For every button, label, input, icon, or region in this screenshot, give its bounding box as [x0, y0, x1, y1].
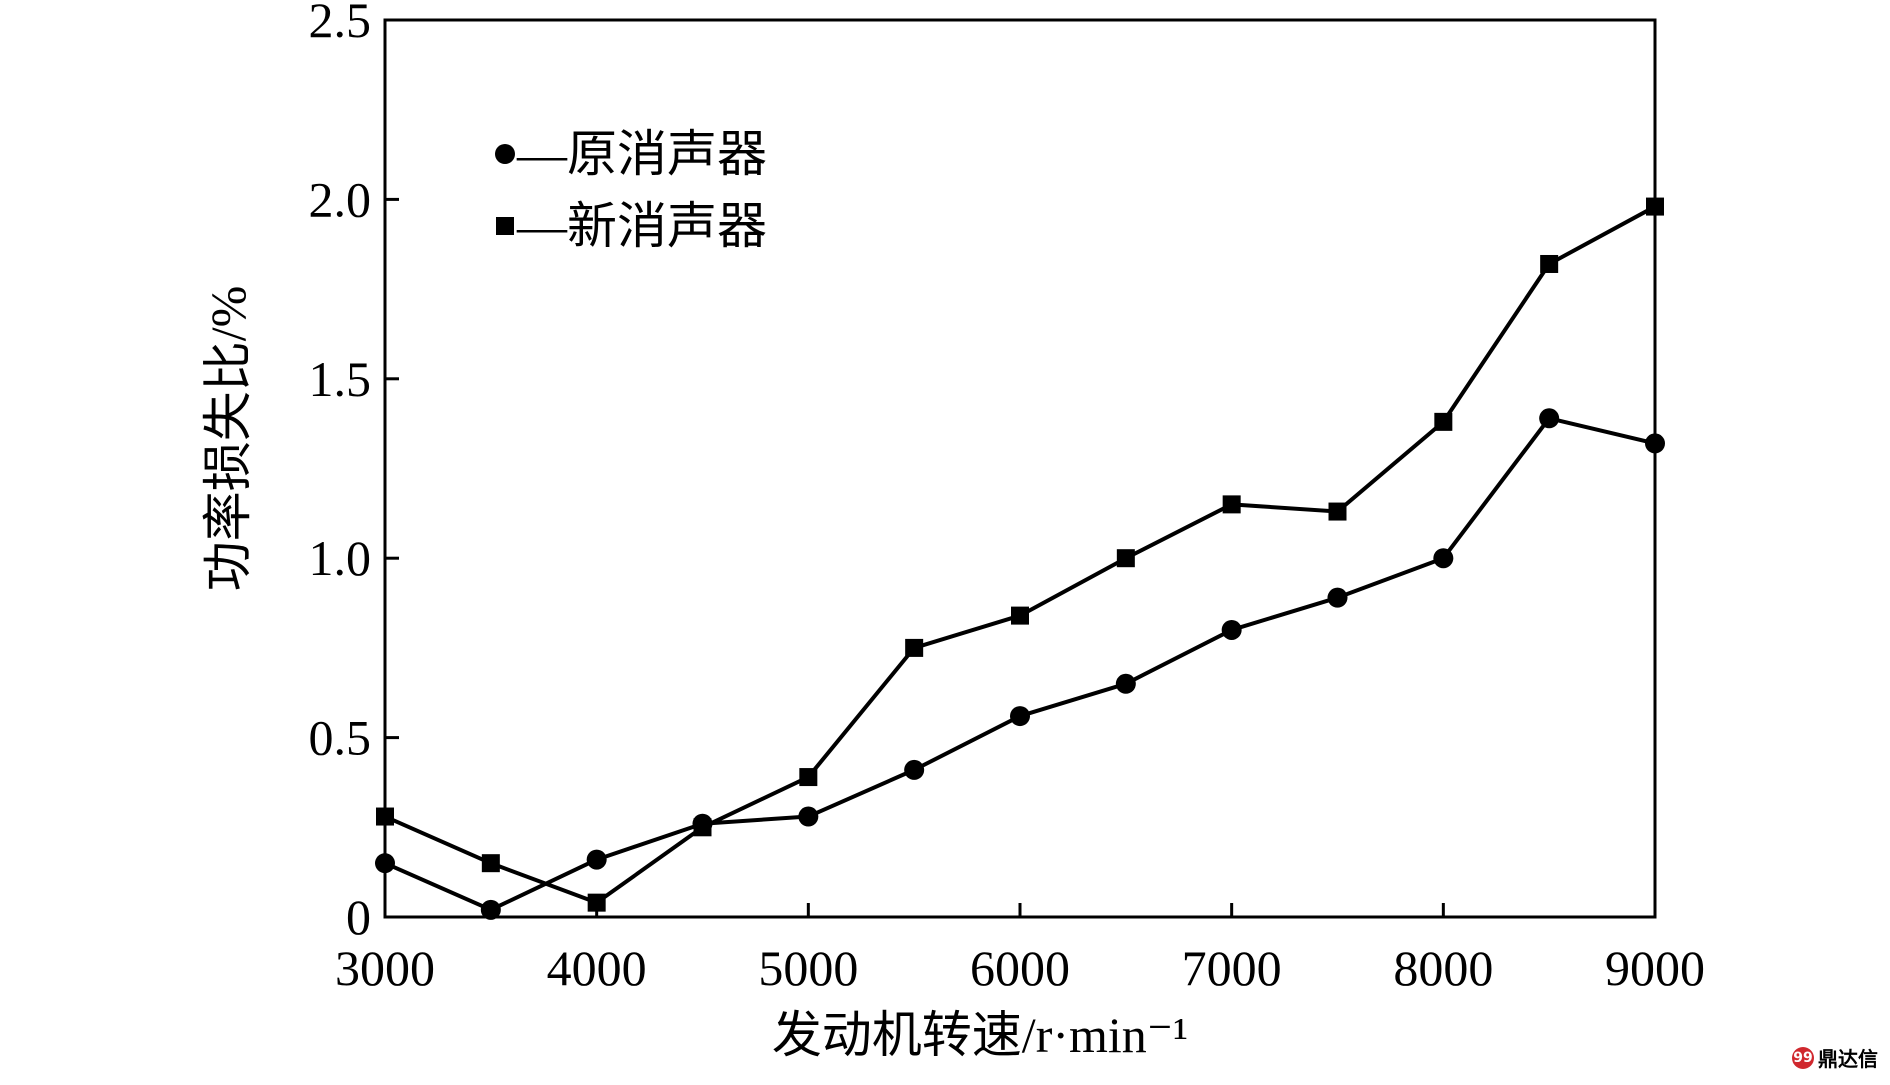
data-point-square: [1434, 412, 1453, 431]
data-point-square: [1646, 197, 1664, 216]
x-tick-label: 3000: [335, 940, 435, 996]
legend: —原消声器 —新消声器: [495, 126, 767, 254]
data-point-square: [1540, 254, 1559, 273]
legend-marker-circle: [495, 144, 515, 164]
data-point-square: [1116, 549, 1135, 568]
x-tick-label: 8000: [1393, 940, 1493, 996]
series-line-1: [384, 416, 1656, 912]
lines-layer: [384, 204, 1656, 912]
markers-layer: [375, 197, 1665, 920]
y-tick-label: 2.5: [309, 0, 372, 48]
ticks-layer: 3000 4000 5000 6000 7000 8000 9000 0 0.5 1.0 1.5 2.…: [309, 0, 1706, 996]
x-tick-label: 5000: [758, 940, 858, 996]
watermark: 99 鼎达信: [1792, 1043, 1878, 1072]
data-point-square: [376, 807, 394, 826]
axis-titles-layer: 发动机转速/r·min⁻¹ 功率损失比/%: [200, 286, 1188, 1063]
legend-label: —原消声器: [516, 126, 767, 182]
y-axis-title: 功率损失比/%: [200, 286, 256, 592]
data-point-circle: [1645, 433, 1665, 454]
data-point-square: [587, 893, 606, 912]
data-point-circle: [480, 899, 501, 920]
data-point-circle: [904, 759, 925, 780]
legend-marker-square: [496, 217, 514, 235]
data-point-circle: [1115, 673, 1136, 694]
data-point-circle: [1010, 706, 1030, 727]
data-point-circle: [1221, 619, 1242, 640]
data-point-square: [1011, 606, 1029, 625]
watermark-text: 鼎达信: [1818, 1047, 1878, 1071]
y-tick-label: 1.5: [309, 351, 372, 407]
y-tick-label: 1.0: [309, 530, 372, 586]
data-point-circle: [1539, 408, 1560, 429]
data-point-square: [693, 818, 712, 837]
data-point-square: [799, 768, 818, 787]
data-point-circle: [1433, 548, 1454, 569]
y-tick-label: 2.0: [309, 171, 372, 227]
data-point-square: [1328, 502, 1347, 521]
x-tick-label: 4000: [547, 940, 647, 996]
x-tick-label: 9000: [1605, 940, 1705, 996]
chat-bubble-icon: 99: [1792, 1046, 1814, 1069]
y-tick-label: 0: [346, 889, 371, 945]
y-tick-label: 0.5: [309, 710, 372, 766]
x-tick-label: 7000: [1182, 940, 1282, 996]
legend-label: —新消声器: [516, 198, 767, 254]
x-tick-label: 6000: [970, 940, 1070, 996]
data-point-circle: [1327, 587, 1348, 608]
data-point-circle: [375, 853, 395, 874]
data-point-square: [1222, 495, 1241, 514]
data-point-circle: [798, 806, 819, 827]
data-point-circle: [586, 849, 607, 870]
x-axis-title: 发动机转速/r·min⁻¹: [772, 1007, 1188, 1063]
series-line-2: [384, 204, 1656, 905]
data-point-square: [481, 854, 500, 873]
data-point-square: [905, 638, 924, 657]
